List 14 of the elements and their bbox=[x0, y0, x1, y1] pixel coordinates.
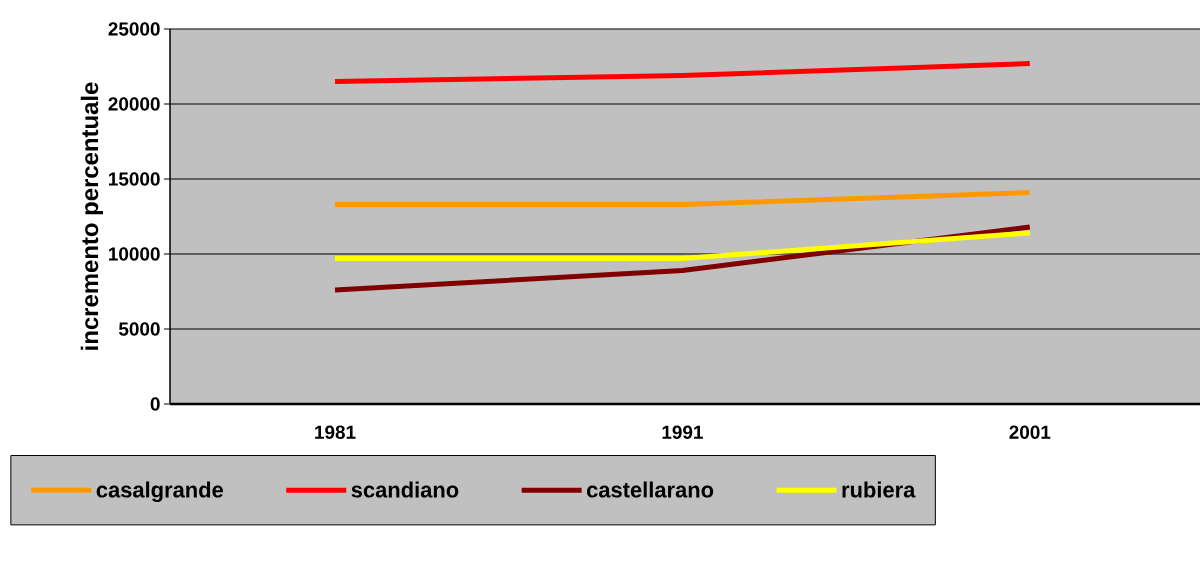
y-tick-label: 5000 bbox=[118, 322, 160, 336]
y-tick-label: 25000 bbox=[108, 22, 160, 36]
y-tick-label: 10000 bbox=[109, 247, 160, 261]
legend-label: scandiano bbox=[351, 481, 459, 498]
legend-label: casalgrande bbox=[96, 481, 223, 503]
y-tick-label: 20000 bbox=[108, 97, 160, 111]
y-axis-title: incremento percentuale bbox=[80, 82, 104, 350]
x-tick-label: 1981 bbox=[315, 425, 356, 439]
legend-label: castellarano bbox=[586, 481, 714, 498]
legend-label: rubiera bbox=[842, 481, 916, 498]
x-tick-label: 1991 bbox=[662, 425, 703, 439]
x-tick-label: 2001 bbox=[1009, 425, 1051, 439]
y-tick-label: 0 bbox=[150, 397, 160, 411]
y-tick-label: 15000 bbox=[109, 172, 160, 186]
